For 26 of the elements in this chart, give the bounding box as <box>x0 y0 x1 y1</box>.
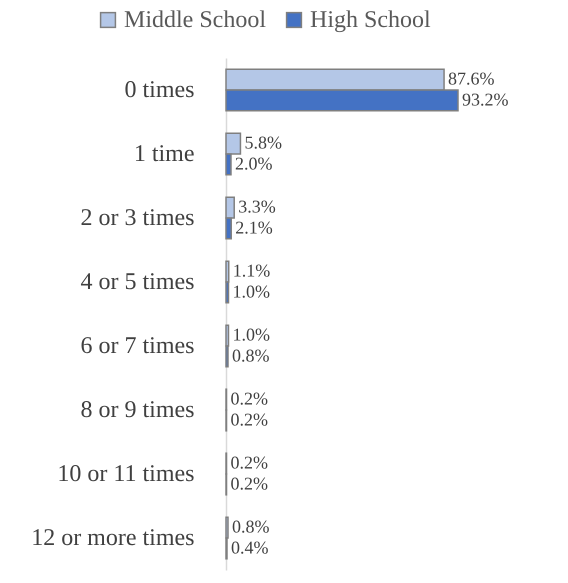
data-label: 87.6% <box>448 68 495 89</box>
data-label: 0.2% <box>230 473 268 494</box>
data-label: 2.0% <box>234 153 272 174</box>
y-tick-label: 2 or 3 times <box>80 205 194 231</box>
y-tick-label: 6 or 7 times <box>80 333 194 359</box>
data-label: 3.3% <box>238 196 276 217</box>
data-label: 0.8% <box>232 345 270 366</box>
data-label: 0.8% <box>232 516 270 537</box>
legend-label: High School <box>310 7 431 33</box>
legend-label: Middle School <box>124 7 266 33</box>
data-label: 5.8% <box>244 132 282 153</box>
y-tick-label: 0 times <box>124 77 194 103</box>
y-tick-label: 8 or 9 times <box>80 397 194 423</box>
data-label: 1.0% <box>232 324 270 345</box>
data-label: 0.2% <box>230 452 268 473</box>
y-tick-label: 1 time <box>134 141 194 167</box>
data-label: 93.2% <box>462 89 508 110</box>
data-label: 0.2% <box>230 388 268 409</box>
y-tick-label: 4 or 5 times <box>80 269 194 295</box>
data-label: 1.0% <box>232 281 270 302</box>
y-tick-label: 12 or more times <box>31 525 194 551</box>
data-label: 0.4% <box>230 537 268 558</box>
y-tick-label: 10 or 11 times <box>57 461 194 487</box>
data-label: 2.1% <box>235 217 273 238</box>
data-label: 0.2% <box>230 409 268 430</box>
data-label: 1.1% <box>232 260 270 281</box>
